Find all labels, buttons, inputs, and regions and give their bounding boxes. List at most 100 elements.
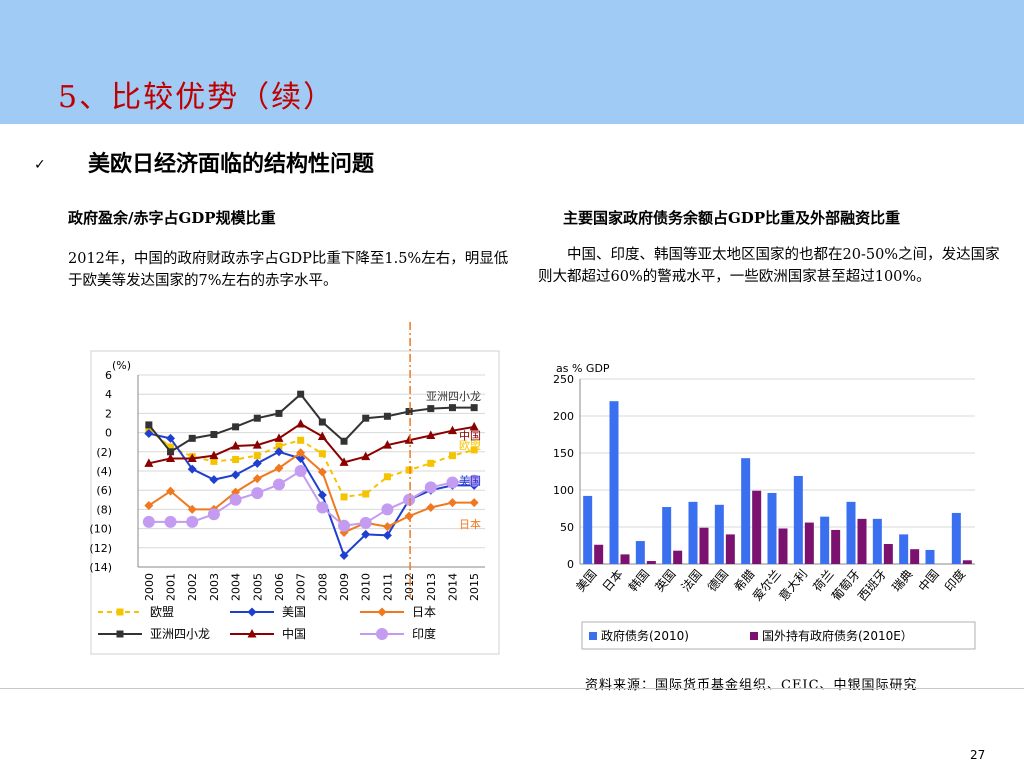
legend-label: 欧盟 xyxy=(150,605,174,619)
bar-葡萄牙 xyxy=(846,501,856,564)
annotation-label: 美国 xyxy=(459,475,481,488)
bar-韩国 xyxy=(635,541,645,564)
data-point xyxy=(164,515,177,528)
footer-divider xyxy=(0,688,1024,689)
bar-西班牙 xyxy=(883,544,893,564)
x-tick-label: 2013 xyxy=(425,573,438,601)
x-tick-label: 瑞典 xyxy=(889,567,915,594)
data-point xyxy=(252,474,262,484)
data-point xyxy=(383,412,391,420)
data-point xyxy=(404,511,414,521)
y-axis-label: (%) xyxy=(112,359,131,372)
data-point xyxy=(252,458,262,468)
data-point xyxy=(361,451,371,461)
x-tick-label: 意大利 xyxy=(775,566,810,603)
source-note: 资料来源：国际货币基金组织、CEIC、中银国际研究 xyxy=(585,678,918,693)
x-tick-label: 2014 xyxy=(446,573,459,601)
data-point xyxy=(316,501,329,514)
data-point xyxy=(382,440,392,449)
annotation-label: 日本 xyxy=(459,517,481,531)
y-tick-label: 200 xyxy=(553,410,574,423)
y-tick-label: (14) xyxy=(90,561,112,574)
data-point xyxy=(317,490,327,500)
page-number: 27 xyxy=(970,748,986,762)
annotation-label: 欧盟 xyxy=(459,439,481,452)
bar-美国 xyxy=(583,495,593,564)
x-tick-label: 2007 xyxy=(295,573,308,601)
legend-marker xyxy=(377,607,387,617)
data-point xyxy=(251,487,264,500)
data-point xyxy=(469,498,479,508)
y-tick-label: 250 xyxy=(553,373,574,386)
data-point xyxy=(447,425,457,435)
data-point xyxy=(383,473,391,481)
bar-日本 xyxy=(620,554,630,564)
data-point xyxy=(209,450,219,460)
x-tick-label: 德国 xyxy=(704,566,731,594)
x-tick-label: 2015 xyxy=(468,573,481,601)
bar-爱尔兰 xyxy=(778,528,788,564)
y-tick-label: (6) xyxy=(96,484,112,497)
bar-瑞典 xyxy=(899,534,909,564)
data-point xyxy=(275,442,283,450)
data-point xyxy=(382,530,392,540)
bar-法国 xyxy=(688,501,698,564)
annotation-label: 中国 xyxy=(459,429,481,442)
data-point xyxy=(167,443,175,451)
data-point xyxy=(210,457,218,465)
legend-label: 亚洲四小龙 xyxy=(150,627,210,641)
data-point xyxy=(297,390,305,398)
legend-swatch xyxy=(589,632,597,640)
y-tick-label: (10) xyxy=(90,523,112,536)
data-point xyxy=(187,464,197,474)
y-tick-label: 2 xyxy=(105,407,112,420)
bar-韩国 xyxy=(646,561,656,564)
legend-label: 印度 xyxy=(412,626,436,641)
series-line-美国 xyxy=(148,432,475,558)
deficit-line-chart: 6 4 2 0 (2) (4) (6) (8) (10) (12) (14) (%) 2000 2001 2… xyxy=(90,350,500,655)
x-tick-label: 美国 xyxy=(573,567,599,594)
data-point xyxy=(427,405,435,413)
x-tick-label: 2004 xyxy=(230,573,243,601)
data-point xyxy=(317,467,327,477)
bullet-heading: 美欧日经济面临的结构性问题 xyxy=(88,151,375,177)
x-tick-label: 2010 xyxy=(360,573,373,601)
series-line-印度 xyxy=(148,469,475,527)
data-point xyxy=(275,409,283,417)
bar-德国 xyxy=(725,534,735,564)
x-tick-label: 中国 xyxy=(915,566,942,594)
data-point xyxy=(361,529,371,539)
series-line-中国 xyxy=(148,422,475,465)
data-point xyxy=(145,421,153,429)
data-point xyxy=(404,435,414,444)
data-point xyxy=(447,498,457,508)
data-point xyxy=(209,475,219,485)
data-point xyxy=(231,441,241,450)
data-point xyxy=(403,493,416,506)
y-axis-label: as % GDP xyxy=(556,362,610,375)
data-point xyxy=(229,493,242,506)
chart-frame xyxy=(90,350,500,655)
annotation-label: 亚洲四小龙 xyxy=(426,390,481,403)
data-point xyxy=(232,455,240,463)
bar-希腊 xyxy=(752,490,762,564)
data-point xyxy=(186,515,199,528)
bar-德国 xyxy=(714,504,724,564)
data-point xyxy=(339,457,349,466)
legend-marker xyxy=(376,628,388,640)
bar-荷兰 xyxy=(820,516,830,564)
x-tick-label: 韩国 xyxy=(625,566,652,594)
y-tick-label: (4) xyxy=(96,465,112,478)
bar-葡萄牙 xyxy=(857,518,867,564)
legend-marker xyxy=(116,608,124,616)
data-point xyxy=(340,437,348,445)
bar-希腊 xyxy=(741,458,751,564)
bar-意大利 xyxy=(804,522,814,564)
legend-marker xyxy=(116,630,124,638)
bar-日本 xyxy=(609,401,619,564)
data-point xyxy=(188,434,196,442)
data-point xyxy=(362,414,370,422)
legend-label: 美国 xyxy=(282,605,306,619)
y-tick-label: 0 xyxy=(567,558,574,571)
